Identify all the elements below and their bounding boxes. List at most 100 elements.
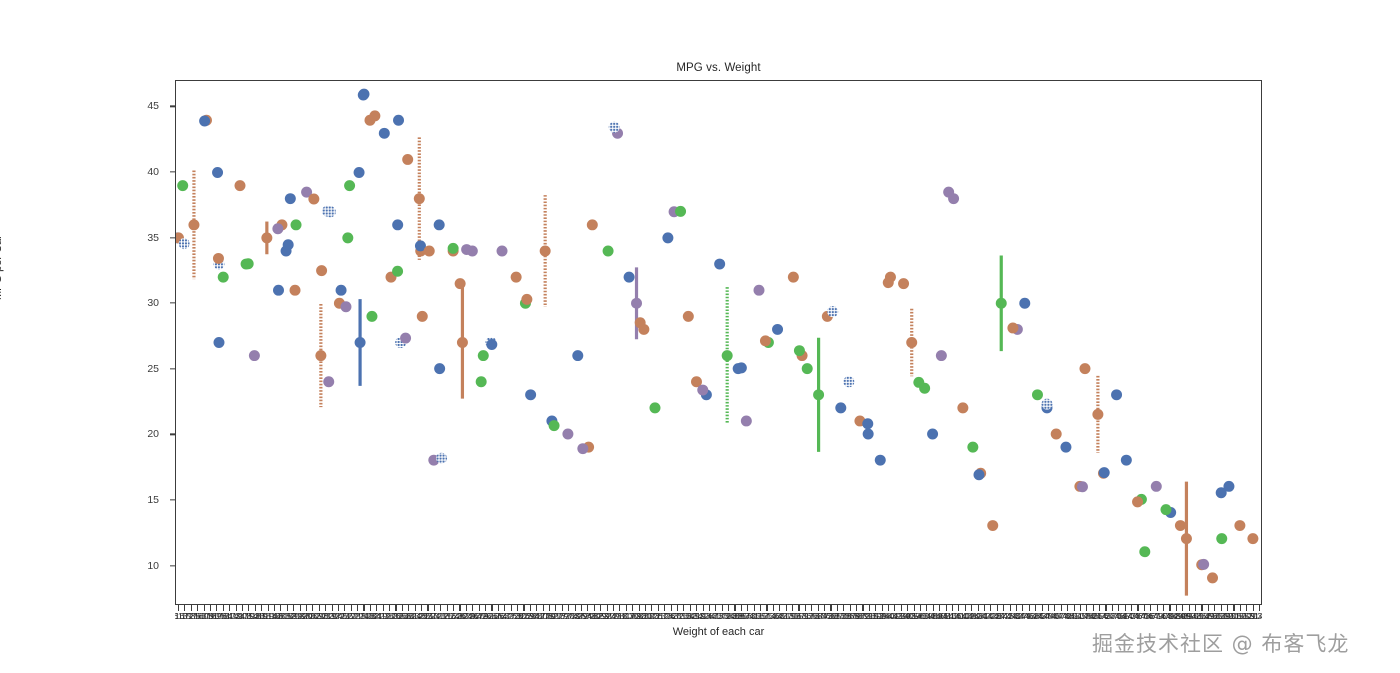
data-point[interactable] bbox=[323, 376, 335, 388]
data-point[interactable] bbox=[1207, 572, 1218, 584]
data-point[interactable] bbox=[510, 271, 522, 283]
data-point[interactable] bbox=[995, 297, 1007, 309]
data-point[interactable] bbox=[217, 271, 229, 283]
data-point[interactable] bbox=[188, 219, 200, 231]
data-point[interactable] bbox=[461, 244, 473, 256]
data-point[interactable] bbox=[357, 89, 369, 101]
data-point[interactable] bbox=[392, 219, 404, 231]
data-point[interactable] bbox=[586, 219, 598, 231]
data-point[interactable] bbox=[1060, 441, 1072, 453]
data-point[interactable] bbox=[1198, 558, 1210, 570]
data-point[interactable] bbox=[1041, 398, 1053, 410]
data-point[interactable] bbox=[740, 415, 752, 427]
data-point[interactable] bbox=[539, 245, 551, 257]
data-point[interactable] bbox=[436, 452, 448, 464]
data-point[interactable] bbox=[662, 232, 674, 244]
data-point[interactable] bbox=[987, 520, 999, 532]
data-point[interactable] bbox=[212, 252, 224, 264]
data-point[interactable] bbox=[1019, 297, 1031, 309]
data-point[interactable] bbox=[913, 376, 925, 388]
data-point[interactable] bbox=[1247, 533, 1259, 545]
data-point[interactable] bbox=[548, 420, 560, 432]
data-point[interactable] bbox=[521, 293, 533, 305]
data-point[interactable] bbox=[525, 389, 537, 401]
data-point[interactable] bbox=[392, 265, 404, 277]
data-point[interactable] bbox=[454, 278, 466, 290]
data-point[interactable] bbox=[177, 180, 189, 192]
data-point[interactable] bbox=[423, 245, 435, 257]
data-point[interactable] bbox=[178, 238, 190, 250]
data-point[interactable] bbox=[843, 376, 855, 388]
data-point[interactable] bbox=[602, 245, 614, 257]
data-point[interactable] bbox=[273, 284, 284, 296]
data-point[interactable] bbox=[827, 306, 839, 318]
data-point[interactable] bbox=[340, 301, 352, 313]
data-point[interactable] bbox=[378, 127, 390, 139]
data-point[interactable] bbox=[1139, 546, 1151, 558]
data-point[interactable] bbox=[234, 180, 246, 192]
data-point[interactable] bbox=[935, 350, 947, 362]
data-point[interactable] bbox=[631, 297, 643, 309]
data-point[interactable] bbox=[862, 428, 874, 440]
data-point[interactable] bbox=[649, 402, 661, 414]
data-point[interactable] bbox=[1234, 520, 1246, 532]
data-point[interactable] bbox=[477, 350, 489, 362]
data-point[interactable] bbox=[813, 389, 825, 401]
data-point[interactable] bbox=[874, 454, 886, 466]
data-point[interactable] bbox=[1216, 533, 1228, 545]
data-point[interactable] bbox=[801, 363, 813, 375]
data-point[interactable] bbox=[335, 284, 347, 296]
data-point[interactable] bbox=[272, 223, 284, 235]
data-point[interactable] bbox=[1180, 533, 1192, 545]
data-point[interactable] bbox=[1132, 496, 1144, 508]
data-point[interactable] bbox=[316, 265, 328, 277]
data-point[interactable] bbox=[413, 193, 425, 205]
data-point[interactable] bbox=[772, 323, 784, 335]
data-point[interactable] bbox=[1007, 322, 1019, 334]
data-point[interactable] bbox=[402, 153, 414, 165]
data-point[interactable] bbox=[1160, 504, 1172, 516]
data-point[interactable] bbox=[1174, 520, 1186, 532]
data-point[interactable] bbox=[562, 428, 574, 440]
data-point[interactable] bbox=[1120, 454, 1132, 466]
data-point[interactable] bbox=[366, 310, 378, 322]
data-point[interactable] bbox=[572, 350, 584, 362]
data-point[interactable] bbox=[369, 110, 381, 122]
data-point[interactable] bbox=[898, 278, 910, 290]
data-point[interactable] bbox=[927, 428, 939, 440]
data-point[interactable] bbox=[315, 350, 327, 362]
data-point[interactable] bbox=[690, 376, 702, 388]
data-point[interactable] bbox=[353, 167, 365, 179]
data-point[interactable] bbox=[1050, 428, 1062, 440]
data-point[interactable] bbox=[456, 337, 468, 348]
data-point[interactable] bbox=[1079, 363, 1091, 375]
plot-area[interactable] bbox=[175, 80, 1262, 605]
data-point[interactable] bbox=[199, 115, 211, 127]
data-point[interactable] bbox=[261, 232, 273, 244]
data-point[interactable] bbox=[212, 167, 224, 179]
data-point[interactable] bbox=[1111, 389, 1123, 401]
data-point[interactable] bbox=[414, 240, 426, 252]
data-point[interactable] bbox=[213, 337, 225, 348]
data-point[interactable] bbox=[906, 337, 918, 348]
data-point[interactable] bbox=[943, 186, 955, 198]
data-point[interactable] bbox=[973, 469, 985, 481]
data-point[interactable] bbox=[342, 232, 354, 244]
data-point[interactable] bbox=[759, 335, 771, 347]
data-point[interactable] bbox=[957, 402, 969, 414]
data-point[interactable] bbox=[967, 441, 979, 453]
data-point[interactable] bbox=[282, 239, 294, 251]
data-point[interactable] bbox=[608, 121, 620, 133]
data-point[interactable] bbox=[1150, 480, 1162, 492]
data-point[interactable] bbox=[1031, 389, 1043, 401]
data-point[interactable] bbox=[242, 258, 254, 270]
data-point[interactable] bbox=[1098, 467, 1110, 479]
data-point[interactable] bbox=[393, 114, 405, 126]
data-point[interactable] bbox=[682, 310, 694, 322]
data-point[interactable] bbox=[735, 362, 747, 374]
data-point[interactable] bbox=[308, 193, 320, 205]
data-point[interactable] bbox=[714, 258, 726, 270]
data-point[interactable] bbox=[753, 284, 765, 296]
data-point[interactable] bbox=[416, 310, 428, 322]
data-point[interactable] bbox=[862, 418, 874, 430]
